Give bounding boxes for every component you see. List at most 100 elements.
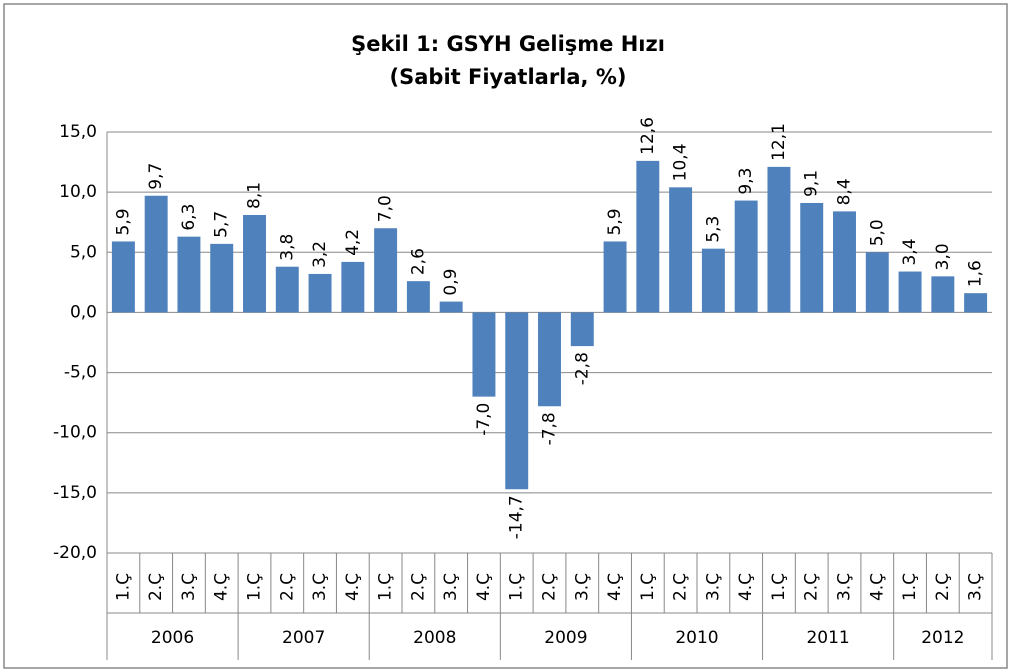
x-tick-label: 4.Ç — [605, 573, 625, 601]
data-label: 4,2 — [343, 229, 363, 256]
group-label: 2009 — [544, 628, 587, 648]
data-label: 2,6 — [408, 248, 428, 275]
data-label: 5,0 — [867, 219, 887, 246]
x-tick-label: 2.Ç — [540, 573, 560, 601]
bar — [111, 241, 135, 313]
bar — [275, 266, 299, 313]
x-tick-label: 1.Ç — [900, 573, 920, 601]
x-tick-label: 2.Ç — [933, 573, 953, 601]
y-tick-label: 5,0 — [70, 242, 97, 262]
bar — [374, 228, 398, 313]
bar — [931, 276, 955, 313]
y-tick-label: 15,0 — [59, 122, 97, 142]
x-tick-label: 3.Ç — [835, 573, 855, 601]
data-label: 12,6 — [638, 117, 658, 155]
bar — [570, 312, 594, 347]
group-label: 2011 — [806, 628, 849, 648]
x-tick-label: 3.Ç — [441, 573, 461, 601]
data-label: 0,9 — [441, 269, 461, 296]
bar — [701, 248, 725, 313]
x-tick-label: 2.Ç — [146, 573, 166, 601]
data-label: 9,7 — [146, 163, 166, 190]
y-tick-label: -15,0 — [53, 483, 97, 503]
data-label: 3,2 — [310, 241, 330, 268]
data-label: 8,4 — [835, 178, 855, 205]
group-label: 2008 — [413, 628, 456, 648]
x-tick-label: 4.Ç — [212, 573, 232, 601]
bar — [210, 243, 234, 313]
bar — [308, 273, 332, 313]
x-tick-label: 1.Ç — [113, 573, 133, 601]
data-label: 5,9 — [113, 208, 133, 235]
data-label: 5,7 — [212, 211, 232, 238]
data-label: 7,0 — [376, 195, 396, 222]
bar — [865, 252, 889, 313]
x-tick-label: 1.Ç — [769, 573, 789, 601]
bar — [636, 160, 660, 313]
group-label: 2007 — [282, 628, 325, 648]
y-tick-label: -5,0 — [64, 363, 97, 383]
data-label: 5,3 — [703, 216, 723, 243]
x-tick-label: 2.Ç — [802, 573, 822, 601]
bar — [538, 312, 561, 407]
group-label: 2006 — [151, 628, 194, 648]
x-tick-label: 3.Ç — [966, 573, 986, 601]
bar — [341, 261, 365, 313]
data-label: 3,0 — [933, 243, 953, 270]
x-tick-label: 3.Ç — [572, 573, 592, 601]
bar — [603, 241, 627, 313]
data-label: 1,6 — [966, 260, 986, 287]
x-tick-label: 2.Ç — [671, 573, 691, 601]
data-label: 3,8 — [277, 234, 297, 261]
bar — [406, 281, 430, 313]
x-tick-label: 4.Ç — [474, 573, 494, 601]
bar — [439, 301, 463, 313]
x-tick-label: 4.Ç — [343, 573, 363, 601]
y-tick-label: 10,0 — [59, 182, 97, 202]
data-label: 12,1 — [769, 123, 789, 161]
x-tick-label: 3.Ç — [310, 573, 330, 601]
bar — [767, 166, 791, 313]
chart-subtitle: (Sabit Fiyatlarla, %) — [390, 65, 627, 89]
x-tick-label: 4.Ç — [736, 573, 756, 601]
group-label: 2012 — [921, 628, 964, 648]
x-tick-label: 2.Ç — [277, 573, 297, 601]
chart-title: Şekil 1: GSYH Gelişme Hızı — [351, 32, 665, 56]
data-label: -7,0 — [474, 403, 494, 436]
x-tick-label: 1.Ç — [507, 573, 527, 601]
x-tick-label: 4.Ç — [867, 573, 887, 601]
x-tick-label: 3.Ç — [179, 573, 199, 601]
data-label: 8,1 — [245, 182, 265, 209]
y-tick-label: -20,0 — [53, 543, 97, 563]
x-tick-label: 1.Ç — [245, 573, 265, 601]
data-label: 10,4 — [671, 143, 691, 181]
bar — [833, 211, 856, 313]
bar — [144, 195, 168, 313]
data-label: -2,8 — [572, 352, 592, 385]
x-tick-label: 1.Ç — [638, 573, 658, 601]
data-label: 9,1 — [802, 170, 822, 197]
bar — [472, 312, 496, 397]
bar — [964, 293, 988, 313]
x-tick-label: 2.Ç — [408, 573, 428, 601]
x-tick-label: 1.Ç — [376, 573, 396, 601]
data-label: 3,4 — [900, 238, 920, 265]
bar — [669, 187, 693, 313]
bar — [898, 271, 922, 313]
x-tick-label: 3.Ç — [703, 573, 723, 601]
bar — [800, 202, 824, 313]
data-label: 6,3 — [179, 204, 199, 231]
data-label: 9,3 — [736, 168, 756, 195]
bar — [734, 200, 758, 313]
group-label: 2010 — [675, 628, 718, 648]
bar — [243, 214, 266, 313]
bar — [505, 312, 529, 490]
data-label: -7,8 — [540, 412, 560, 445]
bar — [177, 236, 201, 313]
data-label: -14,7 — [507, 495, 527, 539]
y-tick-label: 0,0 — [70, 302, 97, 322]
data-label: 5,9 — [605, 208, 625, 235]
y-tick-label: -10,0 — [53, 423, 97, 443]
